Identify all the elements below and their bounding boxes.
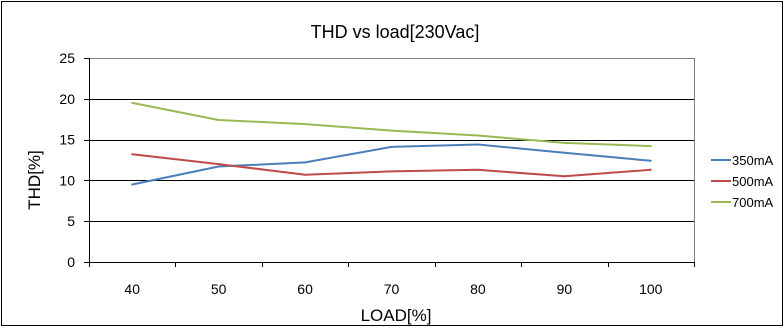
x-tick-label: 80	[470, 281, 486, 297]
legend-label-500mA: 500mA	[732, 174, 774, 189]
data-point-500mA	[217, 163, 220, 166]
data-point-500mA	[390, 170, 393, 173]
y-axis-label: THD[%]	[25, 150, 44, 210]
data-point-350mA	[131, 183, 134, 186]
legend-label-350mA: 350mA	[732, 153, 774, 168]
data-point-350mA	[649, 159, 652, 162]
x-tick-label: 90	[557, 281, 573, 297]
data-point-350mA	[217, 165, 220, 168]
data-point-500mA	[563, 175, 566, 178]
y-tick-label: 15	[59, 132, 75, 148]
legend-label-700mA: 700mA	[732, 195, 774, 210]
x-tick-label: 40	[124, 281, 140, 297]
data-point-500mA	[476, 168, 479, 171]
y-tick-label: 10	[59, 172, 75, 188]
data-point-350mA	[563, 151, 566, 154]
data-point-500mA	[304, 173, 307, 176]
y-tick-label: 20	[59, 91, 75, 107]
x-tick-label: 70	[384, 281, 400, 297]
data-point-350mA	[390, 145, 393, 148]
data-point-350mA	[304, 161, 307, 164]
data-point-700mA	[217, 119, 220, 122]
data-point-700mA	[131, 101, 134, 104]
data-point-700mA	[390, 129, 393, 132]
y-tick-label: 5	[67, 213, 75, 229]
series-lines	[131, 101, 652, 186]
data-point-700mA	[476, 134, 479, 137]
data-point-700mA	[563, 141, 566, 144]
y-tick-label: 25	[59, 50, 75, 66]
data-point-700mA	[304, 123, 307, 126]
x-axis-label: LOAD[%]	[361, 306, 432, 325]
axes	[84, 58, 695, 267]
data-point-700mA	[649, 145, 652, 148]
legend: 350mA 500mA 700mA	[711, 153, 774, 210]
x-tick-label: 100	[639, 281, 663, 297]
chart-border	[1, 1, 783, 326]
y-tick-label: 0	[67, 254, 75, 270]
chart-title: THD vs load[230Vac]	[311, 22, 480, 42]
data-point-350mA	[476, 143, 479, 146]
data-point-500mA	[649, 168, 652, 171]
x-tick-label: 50	[211, 281, 227, 297]
x-tick-label: 60	[297, 281, 313, 297]
tick-labels: 0 5 10 15 20 25 40 50 60 70 80 90 100	[59, 50, 662, 297]
data-point-500mA	[131, 153, 134, 156]
